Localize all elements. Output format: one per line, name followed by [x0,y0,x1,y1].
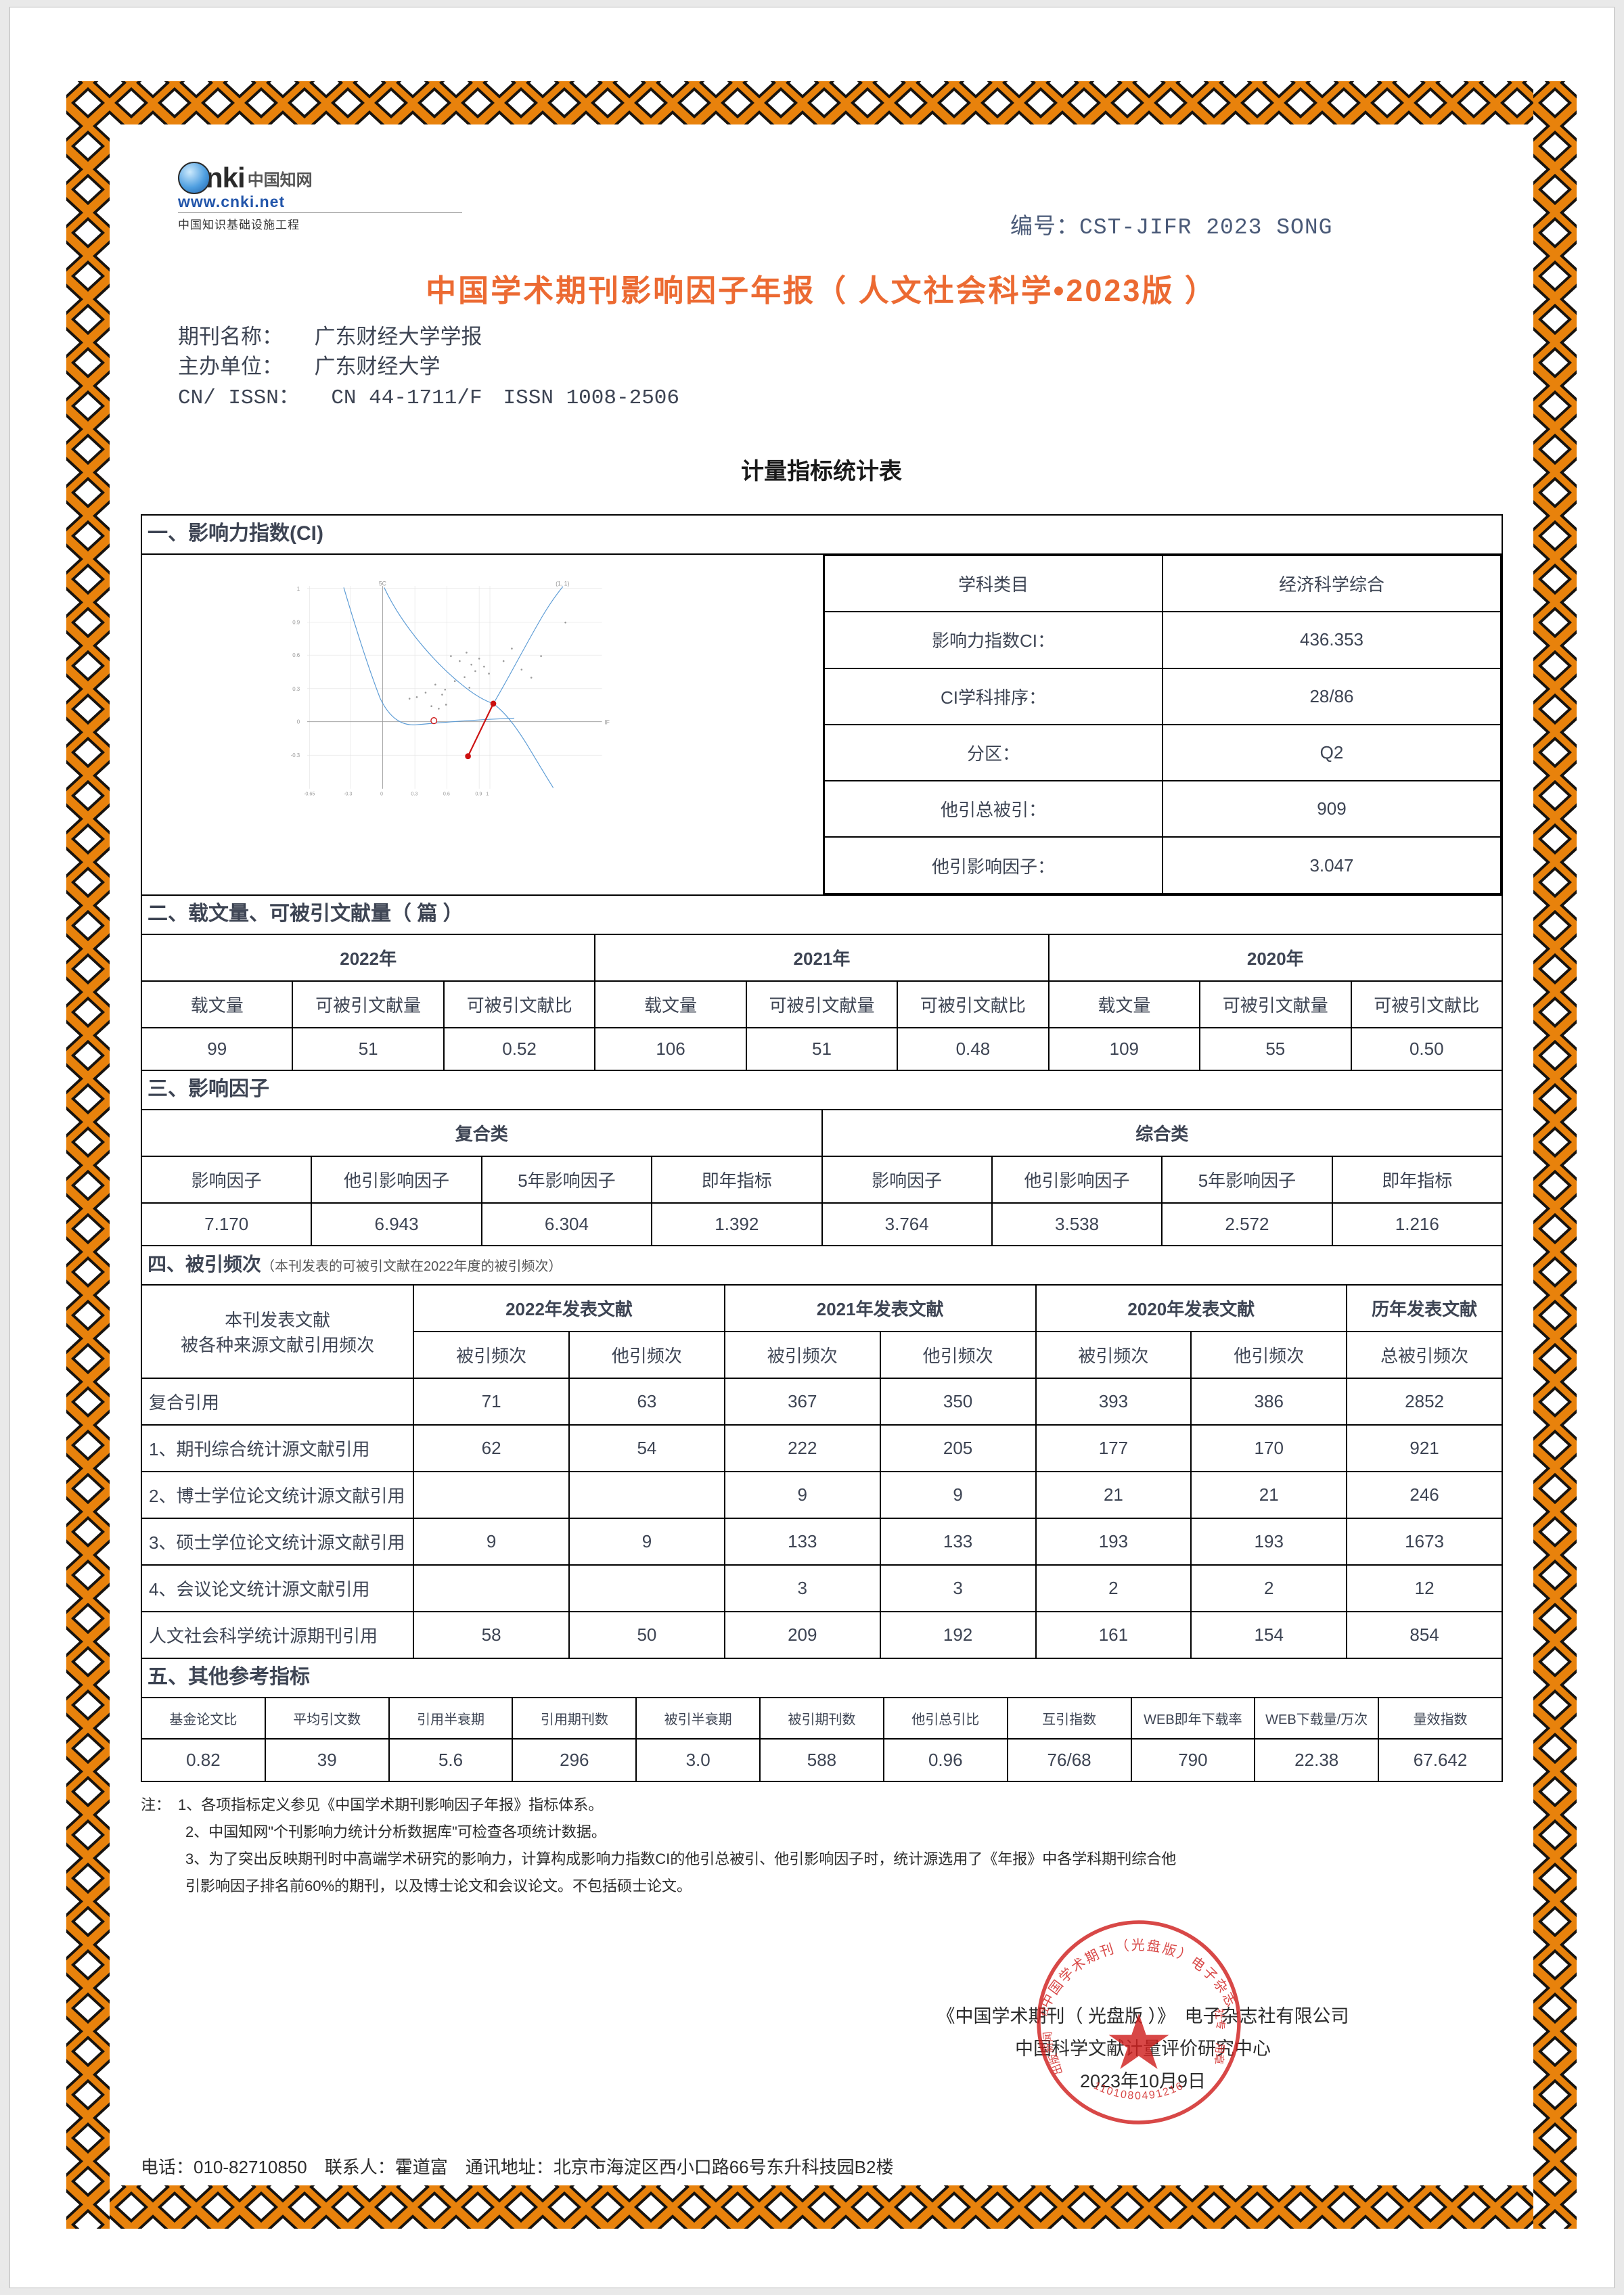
svg-text:IF: IF [604,719,610,725]
svg-text:-0.3: -0.3 [344,790,352,796]
svg-text:0: 0 [380,790,383,796]
svg-text:新闻: 新闻 [1041,2031,1056,2053]
svg-text:0.6: 0.6 [292,652,300,658]
svg-text:-0.3: -0.3 [291,752,300,758]
svg-text:社专: 社专 [1213,2008,1227,2030]
svg-text:用章: 用章 [1212,2043,1226,2065]
svg-text:1: 1 [486,790,489,796]
svg-text:0: 0 [297,719,300,725]
svg-text:中国学术期刊（光盘版）电子杂志: 中国学术期刊（光盘版）电子杂志 [1037,1938,1240,2011]
svg-text:5C: 5C [379,580,386,587]
svg-text:1101080491216: 1101080491216 [1092,2080,1186,2101]
svg-text:0.6: 0.6 [443,790,450,796]
svg-text:0.3: 0.3 [411,790,418,796]
svg-text:0.9: 0.9 [475,790,482,796]
svg-text:0.9: 0.9 [292,619,300,625]
svg-text:(1, 1): (1, 1) [556,580,569,587]
svg-text:0.3: 0.3 [292,686,300,692]
svg-text:-0.65: -0.65 [304,790,315,796]
svg-text:1: 1 [297,586,300,592]
